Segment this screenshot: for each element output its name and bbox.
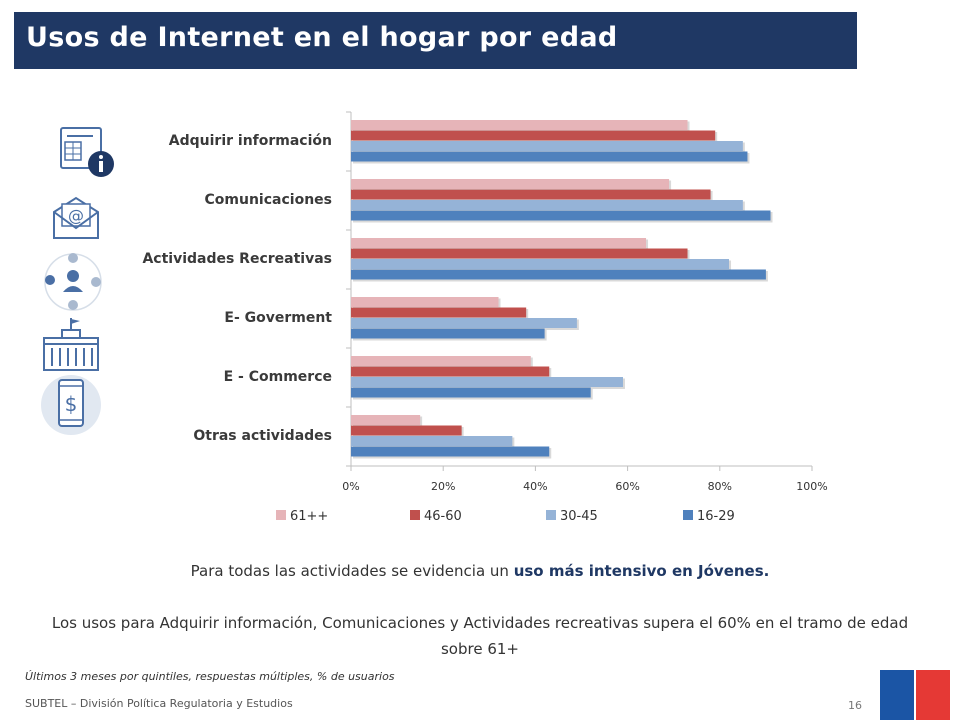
legend-swatch bbox=[683, 510, 693, 520]
social-network-icon bbox=[44, 253, 102, 311]
bar bbox=[351, 259, 730, 269]
svg-text:$: $ bbox=[65, 392, 78, 416]
x-tick-label: 0% bbox=[342, 480, 359, 493]
category-label: E - Commerce bbox=[224, 369, 332, 385]
bar bbox=[351, 189, 711, 200]
legend-swatch bbox=[276, 510, 286, 520]
bar bbox=[351, 307, 527, 318]
finding-note-emphasis: uso más intensivo en Jóvenes. bbox=[513, 562, 770, 580]
bar bbox=[351, 151, 748, 162]
category-label: Otras actividades bbox=[193, 428, 332, 444]
government-building-icon bbox=[43, 318, 99, 371]
bar bbox=[351, 425, 462, 436]
footnote: Últimos 3 meses por quintiles, respuesta… bbox=[25, 670, 395, 683]
email-envelope-icon: @ bbox=[53, 196, 99, 239]
legend-label: 16-29 bbox=[697, 509, 735, 524]
footer-source: SUBTEL – División Política Regulatoria y… bbox=[25, 697, 293, 710]
category-label: Comunicaciones bbox=[205, 192, 332, 208]
bar bbox=[351, 387, 591, 398]
title-bar: Usos de Internet en el hogar por edad bbox=[14, 12, 857, 69]
x-tick-label: 80% bbox=[708, 480, 732, 493]
legend-label: 30-45 bbox=[560, 509, 598, 524]
x-tick-label: 40% bbox=[523, 480, 547, 493]
bar bbox=[351, 356, 531, 366]
bar bbox=[351, 318, 577, 328]
bar bbox=[351, 446, 550, 457]
page-title: Usos de Internet en el hogar por edad bbox=[26, 22, 618, 53]
bar bbox=[351, 238, 647, 248]
finding-note: Para todas las actividades se evidencia … bbox=[0, 562, 960, 580]
x-tick-label: 20% bbox=[431, 480, 455, 493]
mobile-dollar-icon: $ bbox=[41, 375, 101, 435]
legend-label: 61++ bbox=[290, 509, 328, 524]
x-tick-label: 60% bbox=[615, 480, 639, 493]
page-number: 16 bbox=[848, 699, 862, 712]
category-label: E- Goverment bbox=[224, 310, 332, 326]
category-label: Actividades Recreativas bbox=[142, 251, 332, 267]
bar bbox=[351, 130, 716, 141]
bar bbox=[351, 269, 766, 280]
legend-swatch bbox=[410, 510, 420, 520]
bar bbox=[351, 210, 771, 221]
bar bbox=[351, 297, 499, 307]
bar bbox=[351, 328, 545, 339]
category-label: Adquirir información bbox=[169, 133, 332, 149]
bar bbox=[351, 179, 670, 189]
svg-text:@: @ bbox=[68, 206, 84, 225]
bar bbox=[351, 141, 743, 151]
chile-flag-logo bbox=[880, 670, 950, 720]
bar bbox=[351, 200, 743, 210]
bar bbox=[351, 366, 550, 377]
bar bbox=[351, 377, 623, 387]
x-tick-label: 100% bbox=[796, 480, 827, 493]
document-info-icon bbox=[60, 127, 114, 177]
legend-swatch bbox=[546, 510, 556, 520]
bar bbox=[351, 436, 513, 446]
detail-note: Los usos para Adquirir información, Comu… bbox=[51, 614, 909, 658]
finding-note-text: Para todas las actividades se evidencia … bbox=[190, 562, 514, 580]
bar bbox=[351, 415, 421, 425]
legend-label: 46-60 bbox=[424, 509, 462, 524]
bar bbox=[351, 248, 688, 259]
bar bbox=[351, 120, 688, 130]
